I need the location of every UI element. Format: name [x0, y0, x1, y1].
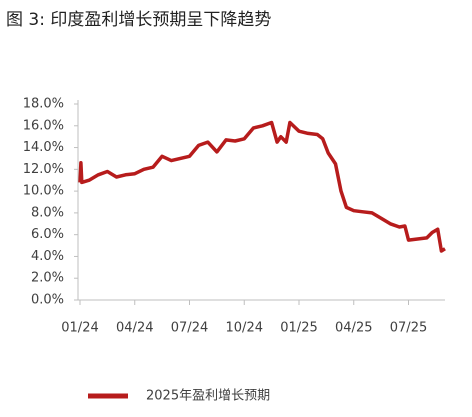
x-tick-label: 07/24 — [171, 321, 208, 336]
y-tick-label: 12.0% — [23, 162, 64, 177]
data-line — [78, 120, 446, 253]
y-tick-label: 16.0% — [23, 118, 64, 133]
y-tick-label: 6.0% — [31, 227, 64, 242]
y-tick-label: 8.0% — [31, 205, 64, 220]
legend-label: 2025年盈利增长预期 — [146, 389, 270, 404]
x-tick-label: 10/24 — [226, 321, 263, 336]
y-tick-label: 10.0% — [23, 184, 64, 199]
y-tick-label: 4.0% — [31, 249, 64, 264]
x-tick-label: 01/25 — [280, 321, 317, 336]
y-tick-label: 2.0% — [31, 271, 64, 286]
x-tick-label: 01/24 — [61, 321, 98, 336]
chart-title: 图 3: 印度盈利增长预期呈下降趋势 — [6, 10, 271, 30]
x-tick-label: 04/24 — [116, 321, 153, 336]
y-tick-label: 18.0% — [23, 97, 64, 112]
x-tick-label: 07/25 — [390, 321, 427, 336]
y-tick-label: 0.0% — [31, 293, 64, 308]
x-tick-label: 04/25 — [335, 321, 372, 336]
y-tick-label: 14.0% — [23, 140, 64, 155]
